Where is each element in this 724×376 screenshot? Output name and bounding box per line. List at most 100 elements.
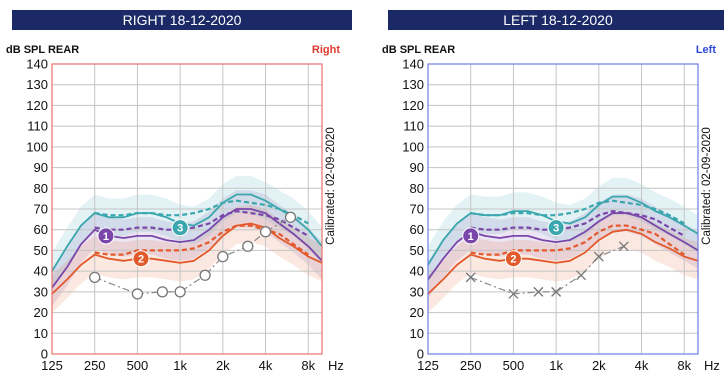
- target-curve-1: [94, 209, 309, 237]
- x-tick-label: 500: [127, 358, 149, 373]
- x-tick-label: 125: [417, 358, 439, 373]
- y-tick-label: 10: [34, 326, 48, 341]
- badge-circle: [132, 250, 150, 268]
- threshold-point-circle: [217, 250, 229, 263]
- y-tick-label: 70: [410, 202, 424, 217]
- calibrated-label: Calibrated: 02-09-2020: [701, 127, 713, 245]
- threshold-point-cross: [465, 272, 476, 283]
- threshold-point-cross: [508, 288, 519, 299]
- badge-circle: [171, 219, 189, 237]
- calibrated-label: Calibrated: 02-09-2020: [325, 127, 337, 245]
- y-tick-label: 130: [26, 77, 48, 92]
- y-tick-label: 40: [410, 264, 424, 279]
- chart-series: 1 2 3: [427, 195, 699, 299]
- range-bands: [428, 177, 698, 313]
- x-axis-unit: Hz: [704, 358, 720, 373]
- x-tick-label: 250: [460, 358, 482, 373]
- threshold-point-circle: [199, 269, 211, 281]
- x-tick-label: 2k: [216, 358, 230, 373]
- range-band-1: [52, 190, 322, 307]
- badge-number: 3: [553, 223, 559, 235]
- threshold-point-cross: [551, 286, 562, 297]
- y-tick-label: 140: [26, 57, 48, 72]
- x-tick-label: 500: [503, 358, 525, 373]
- measured-curve-2: [51, 222, 323, 295]
- badge-circle: [97, 227, 115, 245]
- curve-badge-3: 3: [171, 219, 189, 237]
- threshold-point-cross: [593, 251, 604, 262]
- cross-stroke: [593, 251, 604, 262]
- left-ear-chart: 1 2 3 0 10 20 30 40 50 60 70 80 90 100 110 120 130 140 12…: [382, 44, 720, 374]
- y-tick-label: 110: [403, 119, 424, 134]
- threshold-point-cross: [576, 270, 587, 281]
- y-tick-label: 100: [402, 139, 424, 154]
- badge-number: 2: [138, 254, 144, 266]
- badge-circle: [547, 219, 565, 237]
- plot-frame: [427, 63, 699, 355]
- cross-stroke: [618, 241, 629, 252]
- y-tick-label: 50: [410, 243, 424, 258]
- badge-circle: [504, 250, 522, 268]
- y-tick-label: 20: [410, 305, 424, 320]
- target-curve-3: [94, 199, 309, 225]
- curve-badge-2: 2: [132, 250, 150, 268]
- chart-grid: [52, 63, 322, 355]
- y-tick-label: 100: [26, 139, 48, 154]
- chart-grid: [428, 63, 698, 355]
- badge-number: 1: [468, 231, 474, 243]
- x-tick-label: 1k: [173, 358, 187, 373]
- y-tick-label: 120: [26, 98, 48, 113]
- range-band-1: [428, 194, 698, 299]
- target-curve-1: [470, 209, 685, 237]
- y-tick-label: 80: [410, 181, 424, 196]
- y-tick-label: 80: [34, 181, 48, 196]
- x-tick-label: 2k: [592, 358, 606, 373]
- left-ear-panel: LEFT 18-12-2020 1 2 3 0 10 20 30 40 50 60 70 80 90 1…: [382, 0, 724, 376]
- threshold-line: [94, 216, 291, 295]
- cross-stroke: [551, 286, 562, 297]
- right-ear-panel: RIGHT 18-12-2020 1 2 3 0 10 20 30 40 50 60 70 80 90…: [6, 0, 352, 376]
- threshold-point-circle: [89, 271, 101, 284]
- cross-stroke: [576, 270, 587, 281]
- y-tick-label: 70: [34, 202, 48, 217]
- threshold-point-cross: [618, 241, 629, 252]
- curve-badge-3: 3: [547, 219, 565, 237]
- threshold-point-circle: [259, 226, 272, 238]
- badge-number: 1: [103, 231, 109, 243]
- curve-badge-1: 1: [97, 227, 115, 245]
- threshold-point-circle: [156, 286, 169, 298]
- cross-stroke: [533, 286, 544, 297]
- plot-frame: [51, 63, 323, 355]
- y-tick-label: 130: [402, 77, 424, 92]
- threshold-point-circle: [131, 288, 144, 300]
- panel-title: LEFT 18-12-2020: [388, 10, 724, 30]
- chart-series: 1 2 3: [51, 193, 323, 300]
- y-tick-label: 90: [410, 160, 424, 175]
- curve-badge-1: 1: [462, 227, 480, 245]
- y-tick-label: 30: [410, 284, 424, 299]
- threshold-point-circle: [242, 240, 254, 252]
- y-tick-label: 40: [34, 264, 48, 279]
- y-tick-label: 120: [402, 98, 424, 113]
- y-tick-label: 90: [34, 160, 48, 175]
- cross-stroke: [465, 272, 476, 283]
- cross-stroke: [508, 288, 519, 299]
- y-tick-label: 10: [410, 326, 424, 341]
- side-label: Right: [312, 44, 340, 56]
- badge-circle: [462, 227, 480, 245]
- target-curve-3: [470, 199, 685, 225]
- badge-number: 2: [510, 254, 516, 266]
- target-curve-2: [94, 224, 309, 256]
- unit-label: dB SPL REAR: [382, 44, 455, 56]
- x-tick-label: 1k: [549, 358, 563, 373]
- threshold-point-cross: [533, 286, 544, 297]
- target-curve-2: [470, 224, 685, 256]
- curve-badge-2: 2: [504, 250, 522, 268]
- y-tick-label: 110: [27, 119, 48, 134]
- x-tick-label: 8k: [301, 358, 315, 373]
- x-tick-label: 8k: [677, 358, 691, 373]
- y-tick-label: 0: [417, 347, 424, 362]
- y-tick-label: 20: [34, 305, 48, 320]
